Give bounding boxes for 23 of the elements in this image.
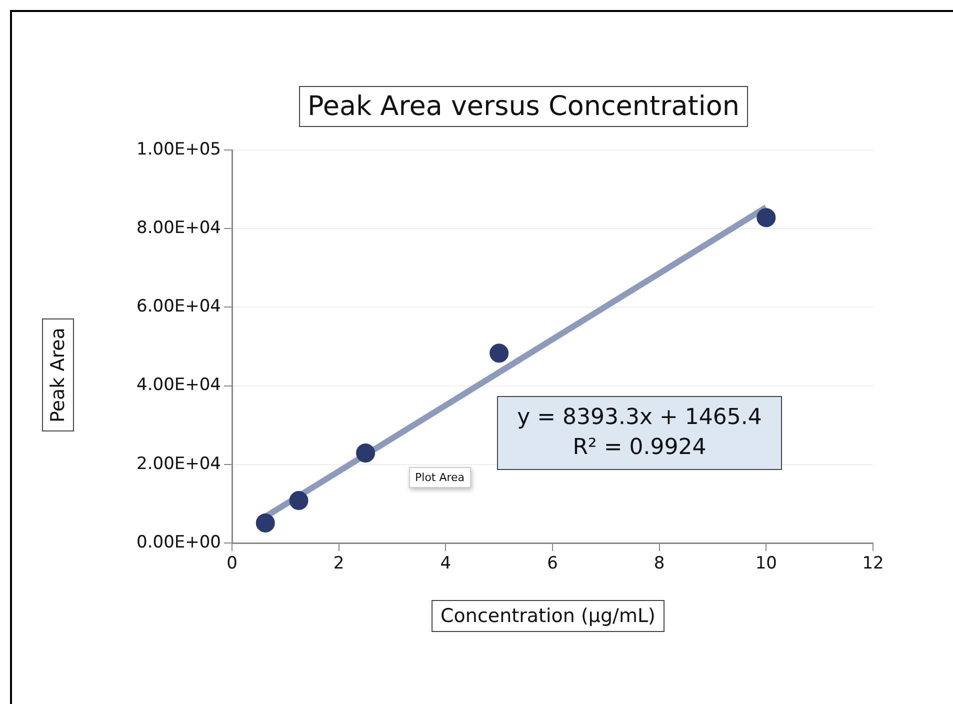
point (490, 344, 509, 363)
x-axis-title: Concentration (µg/mL) (432, 600, 664, 632)
x-tick-label: 10 (755, 554, 777, 574)
x-tick-label: 6 (547, 554, 558, 574)
point (356, 444, 376, 463)
x-tick-label: 0 (226, 554, 238, 574)
x-tick-label: 4 (440, 554, 452, 574)
y-tick-label: 2.00E+04 (136, 454, 221, 474)
point (756, 208, 776, 228)
point (256, 513, 275, 532)
point (289, 491, 308, 510)
y-tick-label: 0.00E+00 (136, 532, 221, 552)
y-tick-label: 4.00E+04 (136, 375, 221, 396)
chart-title: Peak Area versus Concentration (298, 86, 748, 127)
y-tick-label: 6.00E+04 (136, 296, 221, 317)
annotation: y = 8393.3x + 1465.4 R² = 0.9924 (497, 396, 782, 470)
y-tick-label: 8.00E+04 (136, 218, 221, 238)
x-tick-label: 12 (862, 554, 884, 574)
x-tick-label: 2 (333, 554, 344, 574)
y-axis-title: Peak Area (42, 318, 74, 432)
x-tick-label: 8 (654, 554, 665, 574)
annotation: Plot Area (409, 467, 471, 488)
y-tick-label: 1.00E+05 (136, 139, 221, 160)
